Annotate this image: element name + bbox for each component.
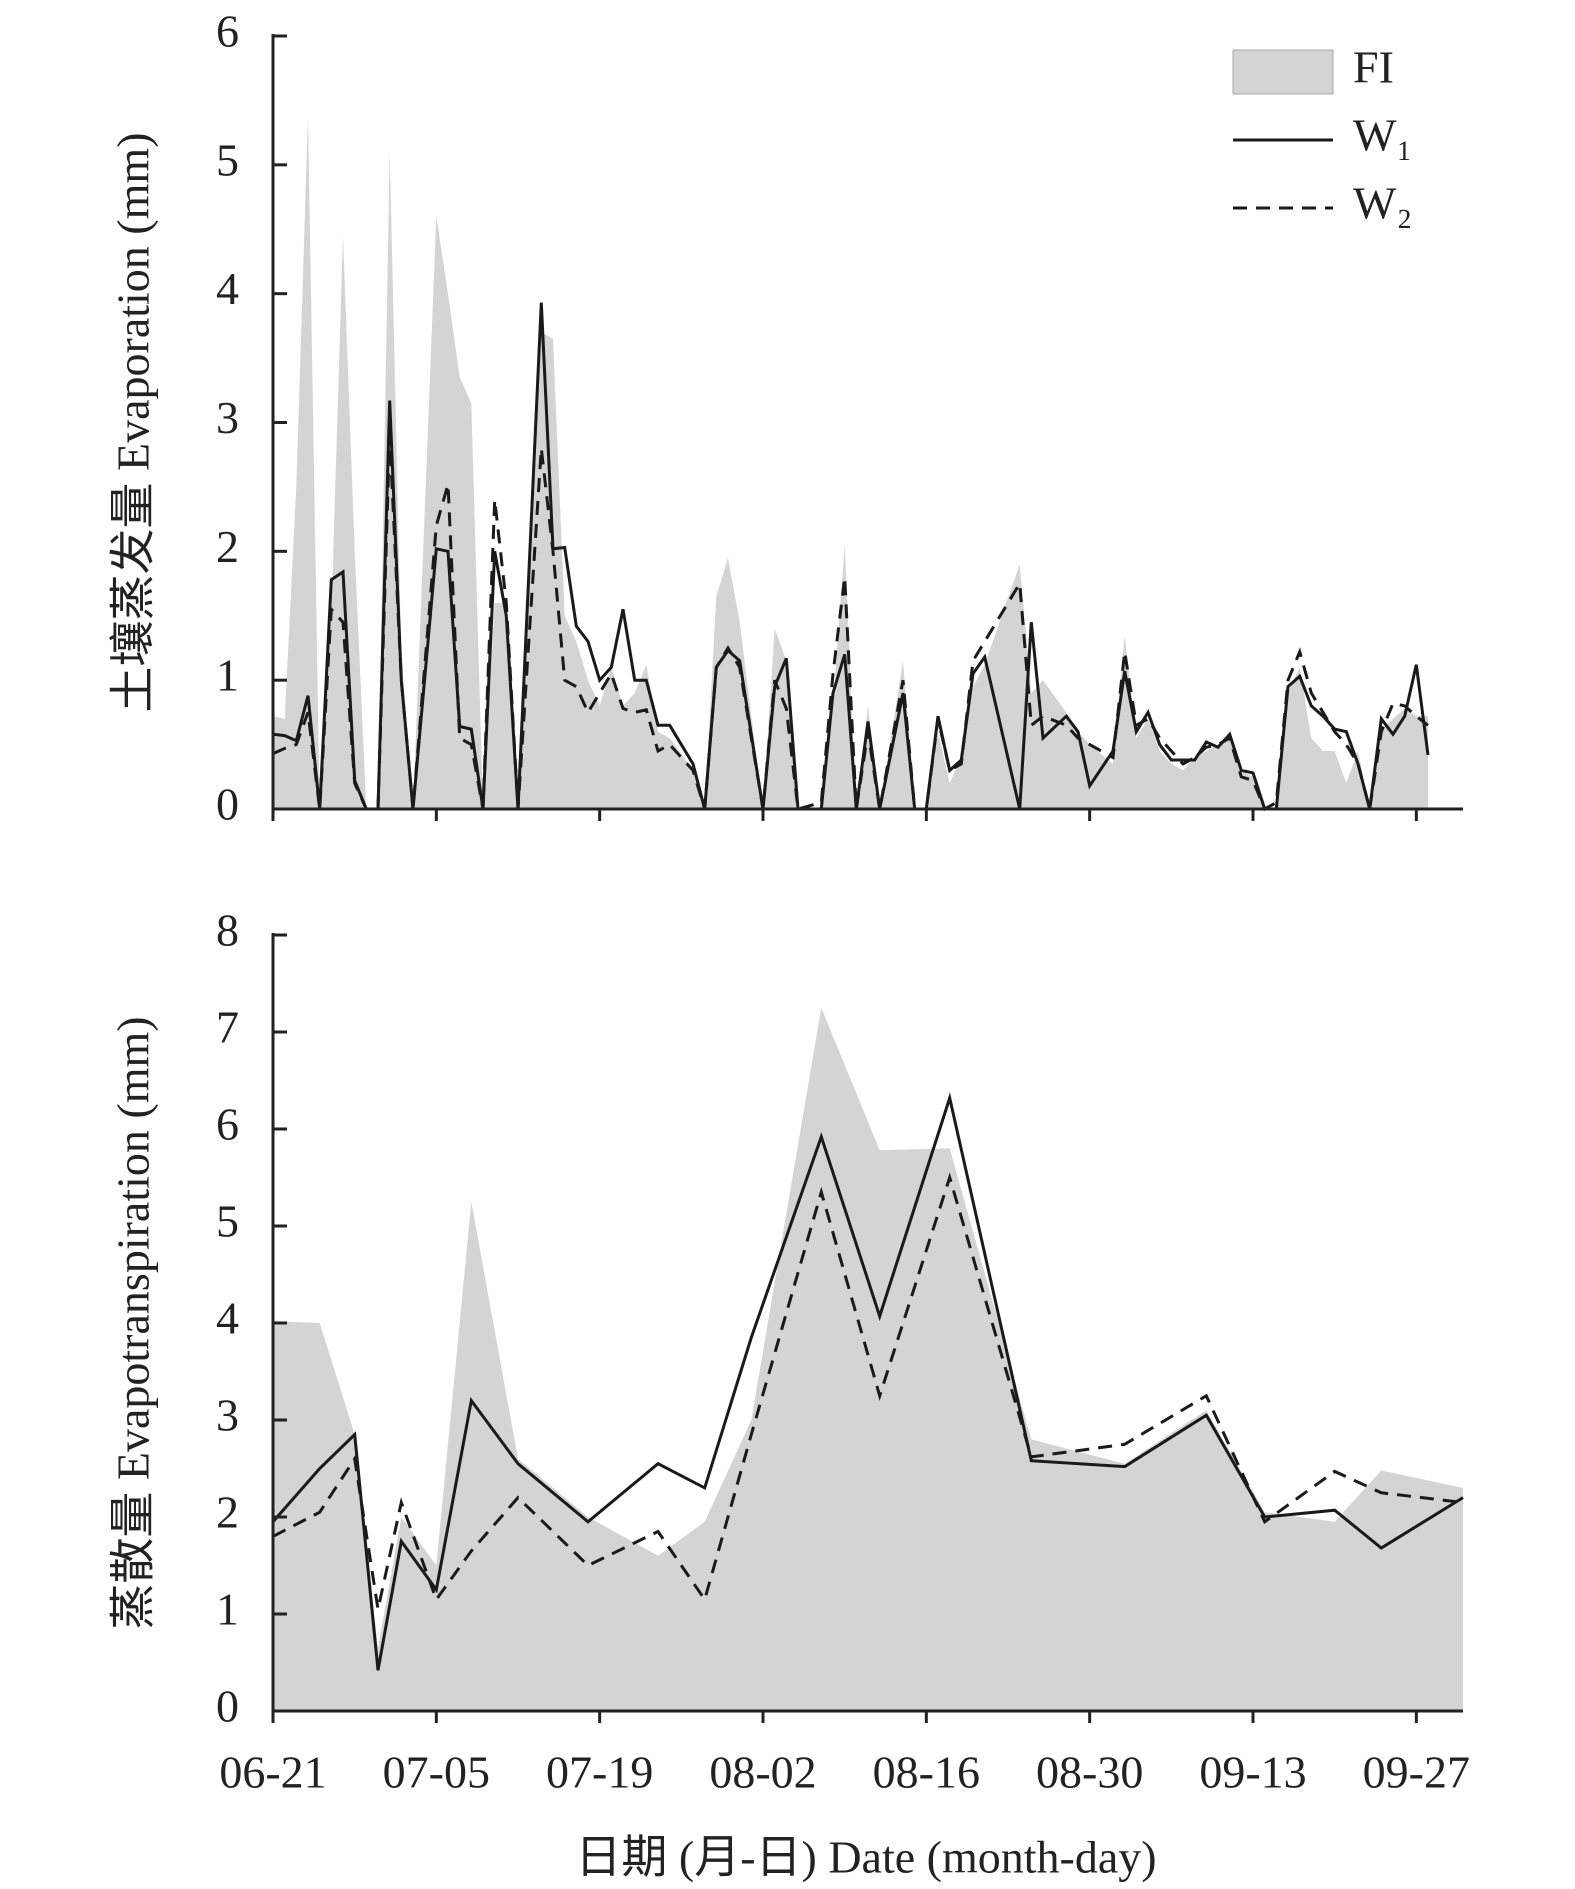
y-tick-label: 4 (216, 263, 239, 314)
solid-line (271, 1092, 1464, 1671)
y-tick-label: 5 (216, 134, 239, 185)
y-tick-label: 1 (216, 1584, 239, 1635)
x-tick-label: 08-02 (709, 1747, 816, 1798)
y-tick-label: 0 (216, 779, 239, 830)
y-axis-label: 土壤蒸发量 Evaporation (mm) (108, 132, 159, 712)
y-tick-label: 4 (216, 1293, 239, 1344)
y-tick-label: 2 (216, 1487, 239, 1538)
legend-label: FI (1353, 42, 1394, 93)
y-tick-label: 6 (216, 6, 239, 57)
x-tick-label: 07-19 (546, 1747, 653, 1798)
x-tick-label: 09-27 (1363, 1747, 1470, 1798)
y-tick-label: 3 (216, 1390, 239, 1441)
x-axis-label: 日期 (月-日) Date (month-day) (575, 1832, 1156, 1883)
y-tick-label: 2 (216, 521, 239, 572)
x-tick-label: 07-05 (383, 1747, 490, 1798)
legend-label: W₁ (1353, 110, 1412, 161)
dashed-line (272, 435, 1429, 812)
y-axis-label: 蒸散量 Evapotranspiration (mm) (108, 1016, 159, 1629)
y-tick-label: 6 (216, 1099, 239, 1150)
y-tick-label: 0 (216, 1681, 239, 1732)
legend-swatch (1232, 49, 1334, 95)
y-tick-label: 5 (216, 1196, 239, 1247)
y-tick-label: 3 (216, 392, 239, 443)
x-tick-label: 08-16 (873, 1747, 980, 1798)
legend-label: W₂ (1353, 178, 1412, 229)
area (273, 1007, 1463, 1711)
dashed-line (272, 1172, 1464, 1610)
y-tick-label: 1 (216, 650, 239, 701)
y-tick-label: 8 (216, 905, 239, 956)
x-tick-label: 09-13 (1199, 1747, 1306, 1798)
x-tick-label: 06-21 (219, 1747, 326, 1798)
x-tick-label: 08-30 (1036, 1747, 1143, 1798)
y-tick-label: 7 (216, 1002, 239, 1053)
